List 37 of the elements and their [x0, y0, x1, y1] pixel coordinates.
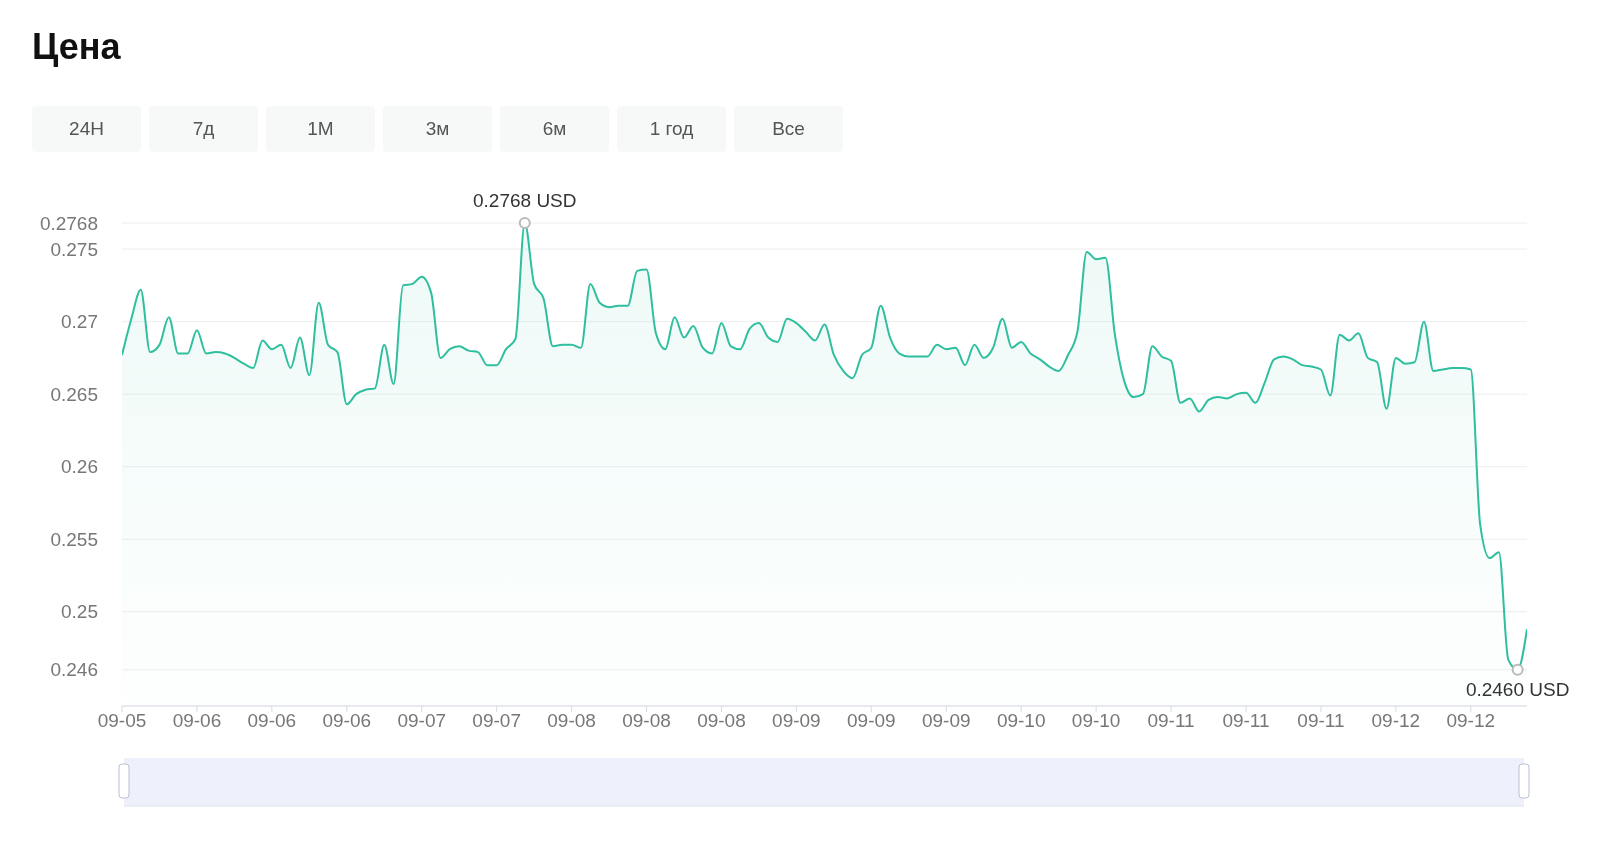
range-tab: 24H — [32, 106, 141, 152]
x-tick-label: 09-07 — [397, 710, 447, 732]
range-tab: Все — [734, 106, 843, 152]
x-tick-label: 09-08 — [622, 710, 671, 732]
x-tick-label: 09-05 — [97, 710, 147, 732]
y-tick-label: 0.246 — [50, 659, 98, 681]
x-tick-label: 09-08 — [697, 710, 746, 732]
range-tab: 1М — [266, 106, 375, 152]
y-tick-label: 0.275 — [50, 238, 98, 260]
range-tab: 1 год — [617, 106, 726, 152]
range-tab: 7д — [149, 106, 258, 152]
range-tab: 3м — [383, 106, 492, 152]
y-tick-label: 0.265 — [50, 383, 98, 405]
y-tick-label: 0.25 — [61, 601, 98, 623]
x-tick-label: 09-09 — [772, 710, 821, 732]
x-tick-label: 09-06 — [172, 710, 222, 732]
x-tick-label: 09-11 — [1147, 710, 1195, 732]
annotation: 0.2768 USD — [473, 190, 577, 211]
x-tick-label: 09-11 — [1297, 710, 1345, 732]
x-tick-label: 09-10 — [996, 710, 1046, 732]
annotation: 0.2460 USD — [1465, 678, 1570, 700]
x-tick-label: 09-12 — [1371, 710, 1421, 732]
x-tick-label: 09-12 — [1446, 710, 1496, 732]
x-tick-label: 09-09 — [847, 710, 896, 732]
x-tick-label: 09-07 — [472, 710, 521, 732]
x-tick-label: 09-10 — [1071, 710, 1121, 732]
range-tab: 6м — [500, 106, 609, 152]
x-tick-label: 09-06 — [247, 710, 297, 732]
y-tick-label: 0.27 — [61, 311, 98, 333]
chart-title: Цена — [32, 26, 121, 68]
x-tick-label: 09-11 — [1222, 710, 1270, 732]
y-tick-label: 0.255 — [50, 528, 98, 550]
y-tick-label: 0.26 — [61, 456, 98, 478]
x-tick-label: 09-08 — [547, 710, 596, 732]
x-tick-label: 09-09 — [921, 710, 971, 732]
x-tick-label: 09-06 — [322, 710, 372, 732]
y-tick-label: 0.2768 — [39, 212, 98, 234]
